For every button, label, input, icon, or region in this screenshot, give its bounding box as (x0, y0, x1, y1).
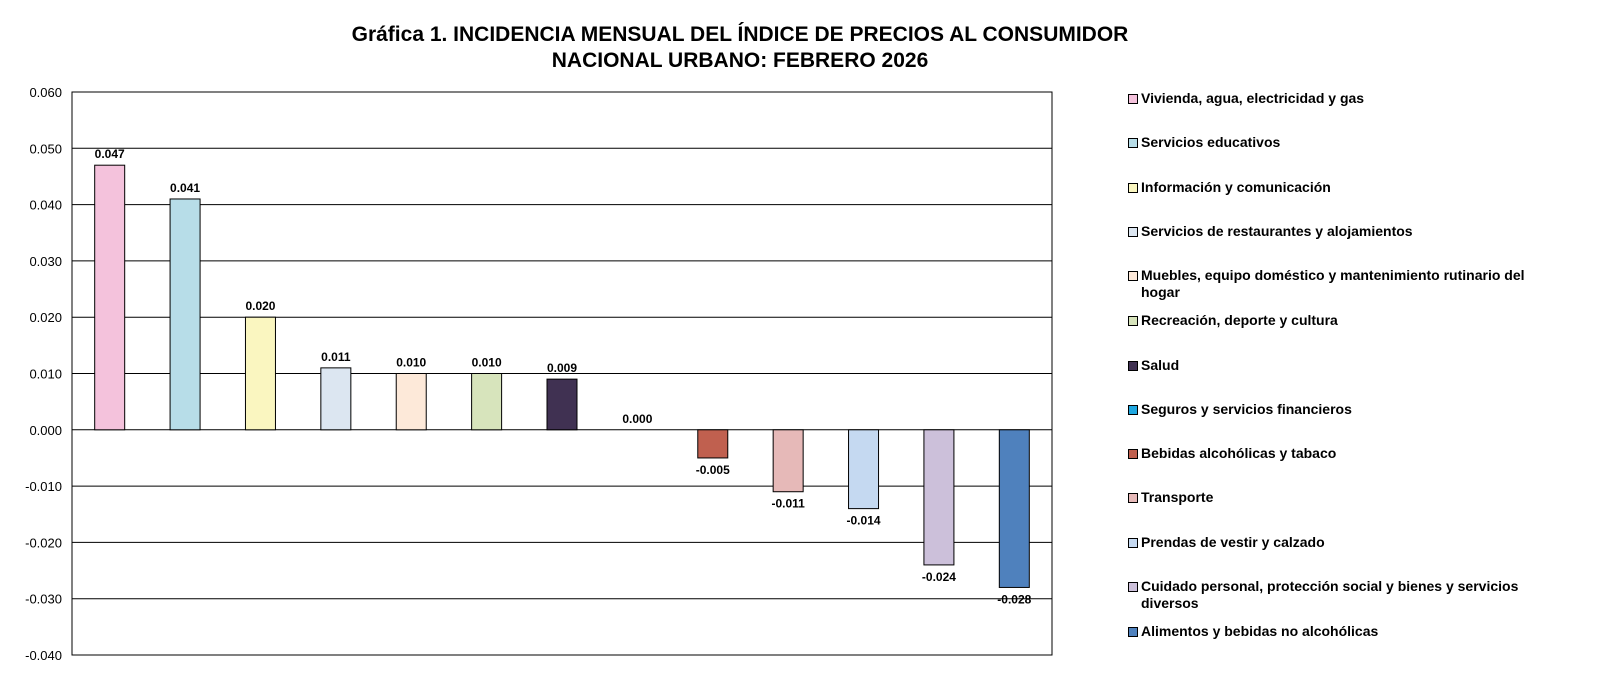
y-tick-label: 0.000 (29, 423, 62, 438)
legend-label: Servicios educativos (1141, 134, 1281, 151)
y-tick-label: 0.050 (29, 141, 62, 156)
legend-swatch (1128, 226, 1138, 237)
legend-label: Bebidas alcohólicas y tabaco (1141, 445, 1337, 462)
legend-item: Muebles, equipo doméstico y mantenimient… (1128, 267, 1541, 301)
y-tick-label: -0.010 (25, 479, 62, 494)
bar (395, 373, 427, 431)
legend-swatch (1128, 627, 1138, 637)
legend-swatch (1128, 582, 1138, 592)
legend-swatch (1128, 360, 1138, 371)
data-label: 0.000 (622, 412, 652, 426)
legend-label: Recreación, deporte y cultura (1141, 312, 1338, 329)
y-tick-label: -0.030 (25, 592, 62, 607)
legend-label: Prendas de vestir y calzado (1141, 533, 1325, 550)
data-label: 0.041 (170, 181, 200, 195)
legend-label: Muebles, equipo doméstico y mantenimient… (1141, 267, 1525, 301)
chart-title-line2: NACIONAL URBANO: FEBRERO 2026 (551, 49, 929, 72)
bar (697, 429, 729, 459)
legend-item: Salud (1128, 357, 1541, 374)
legend-item: Transporte (1128, 489, 1541, 506)
bar (923, 429, 955, 566)
bar (848, 429, 880, 510)
legend-item: Información y comunicación (1128, 179, 1541, 196)
legend-swatch (1128, 182, 1138, 193)
legend-swatch (1128, 404, 1138, 415)
legend-label: Cuidado personal, protección social y bi… (1141, 578, 1519, 611)
bar (471, 373, 503, 431)
data-label: 0.010 (396, 356, 426, 370)
legend-item: Servicios educativos (1128, 134, 1541, 151)
legend-label: Transporte (1141, 489, 1214, 506)
y-tick-label: 0.020 (29, 310, 62, 325)
bar (772, 429, 804, 493)
legend-swatch (1128, 316, 1138, 327)
legend-swatch (1128, 271, 1138, 282)
bar (94, 164, 126, 431)
legend-swatch (1128, 449, 1138, 460)
bar (320, 367, 352, 431)
data-label: 0.009 (547, 361, 577, 375)
legend-item: Recreación, deporte y cultura (1128, 312, 1541, 329)
bar (546, 378, 578, 431)
legend-swatch (1128, 537, 1138, 548)
data-label: 0.047 (95, 147, 125, 161)
plot-area (71, 91, 1053, 656)
bar (169, 198, 201, 431)
y-tick-label: 0.040 (29, 198, 62, 213)
data-label: -0.028 (997, 592, 1031, 606)
bar (244, 316, 276, 431)
legend-label: Alimentos y bebidas no alcohólicas (1141, 623, 1379, 639)
legend-item: Alimentos y bebidas no alcohólicas (1128, 623, 1541, 640)
legend-item: Prendas de vestir y calzado (1128, 534, 1541, 551)
y-tick-label: 0.030 (29, 254, 62, 269)
y-tick-label: 0.010 (29, 367, 62, 382)
legend-label: Servicios de restaurantes y alojamientos (1141, 222, 1413, 239)
legend-label: Vivienda, agua, electricidad y gas (1141, 90, 1365, 106)
legend-item: Bebidas alcohólicas y tabaco (1128, 445, 1541, 462)
data-label: -0.011 (771, 497, 805, 511)
legend-item: Vivienda, agua, electricidad y gas (1128, 90, 1541, 107)
legend-swatch (1128, 138, 1138, 149)
bar-chart: 0.060 0.050 0.040 0.030 0.020 0.010 0.000 -0.01… (25, 85, 1053, 663)
bar (998, 429, 1030, 588)
legend-label: Seguros y servicios financieros (1141, 400, 1352, 417)
legend-item: Seguros y servicios financieros (1128, 401, 1541, 418)
data-label: -0.014 (847, 514, 881, 528)
y-tick-label: -0.020 (25, 535, 62, 550)
chart-title-line1: Gráfica 1. INCIDENCIA MENSUAL DEL ÍNDICE… (351, 23, 1129, 46)
chart-title: Gráfica 1. INCIDENCIA MENSUAL DEL ÍNDICE… (0, 22, 1480, 74)
legend-swatch (1128, 94, 1138, 104)
data-label: 0.020 (245, 299, 275, 313)
legend-label: Salud (1141, 356, 1180, 373)
data-label: 0.010 (472, 356, 502, 370)
data-label: -0.005 (696, 463, 730, 477)
data-label: -0.024 (922, 570, 956, 584)
legend-item: Cuidado personal, protección social y bi… (1128, 578, 1541, 612)
legend-item: Servicios de restaurantes y alojamientos (1128, 223, 1541, 240)
data-label: 0.011 (321, 350, 351, 364)
y-tick-label: -0.040 (25, 648, 62, 663)
legend-label: Información y comunicación (1141, 178, 1331, 195)
y-tick-label: 0.060 (29, 85, 62, 100)
legend-swatch (1128, 493, 1138, 504)
